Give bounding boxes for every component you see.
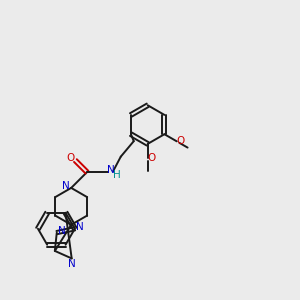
Text: N: N (107, 165, 115, 175)
Text: O: O (176, 136, 185, 146)
Text: O: O (67, 153, 75, 163)
Text: N: N (68, 259, 76, 269)
Text: H: H (113, 170, 121, 180)
Text: N: N (58, 226, 66, 236)
Text: N: N (76, 222, 84, 232)
Text: O: O (147, 153, 156, 163)
Text: N: N (62, 182, 70, 191)
